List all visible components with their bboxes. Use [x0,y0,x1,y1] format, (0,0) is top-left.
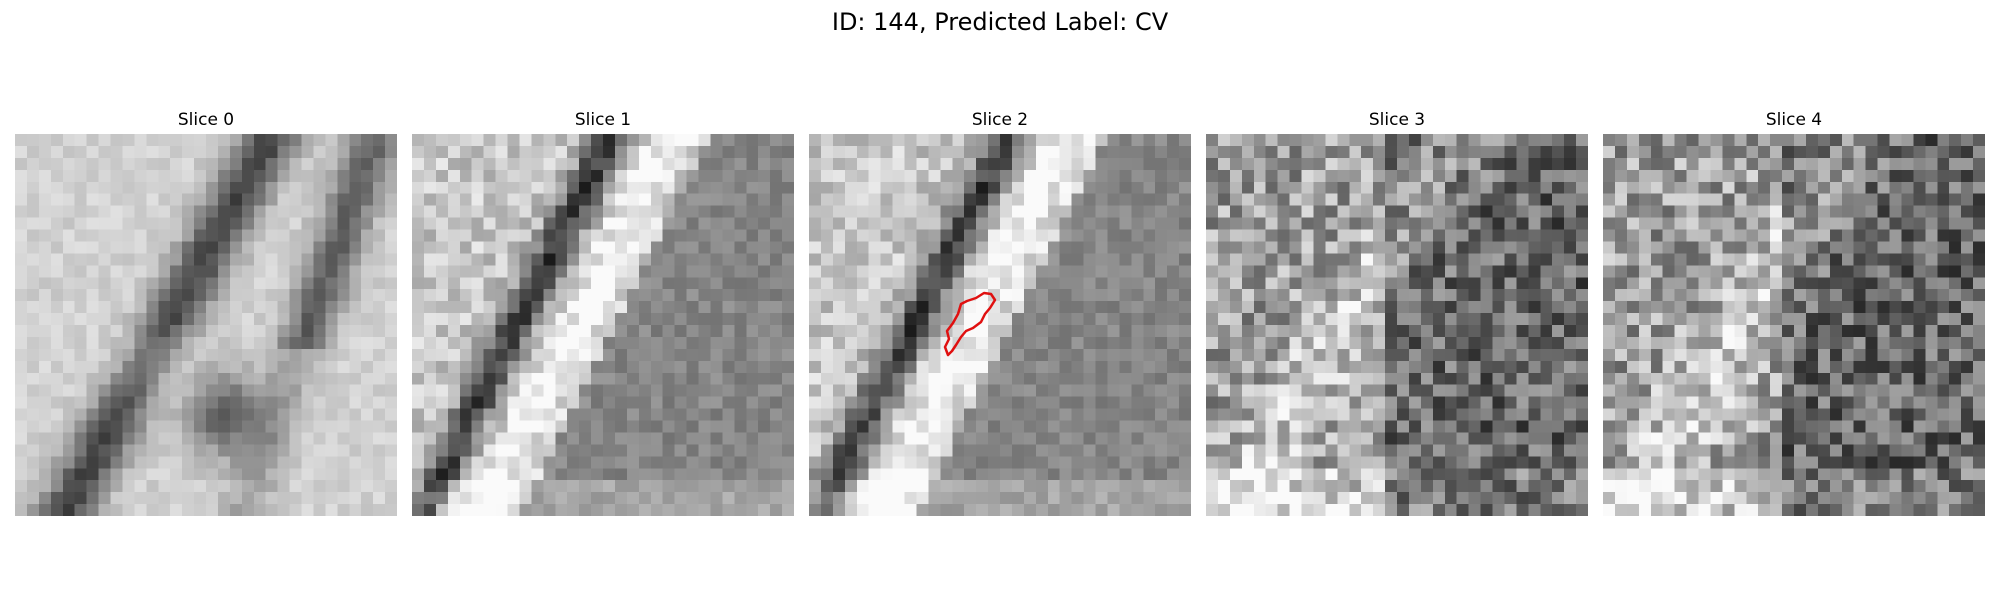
slice-image [15,134,397,516]
slice-image [1603,134,1985,516]
slice-title: Slice 1 [574,110,632,130]
slice-title: Slice 3 [1368,110,1426,130]
slice-title: Slice 2 [971,110,1029,130]
slice-image [809,134,1191,516]
slice-panel-1: Slice 1 [412,109,794,516]
slice-panel-4: Slice 4 [1603,109,1985,516]
slice-panel-0: Slice 0 [15,109,397,516]
slice-title: Slice 4 [1765,110,1823,130]
slice-image [412,134,794,516]
slice-image [1206,134,1588,516]
figure-title: ID: 144, Predicted Label: CV [831,8,1169,36]
slice-title: Slice 0 [177,110,235,130]
slice-panel-3: Slice 3 [1206,109,1588,516]
slice-panel-2: Slice 2 [809,109,1191,516]
